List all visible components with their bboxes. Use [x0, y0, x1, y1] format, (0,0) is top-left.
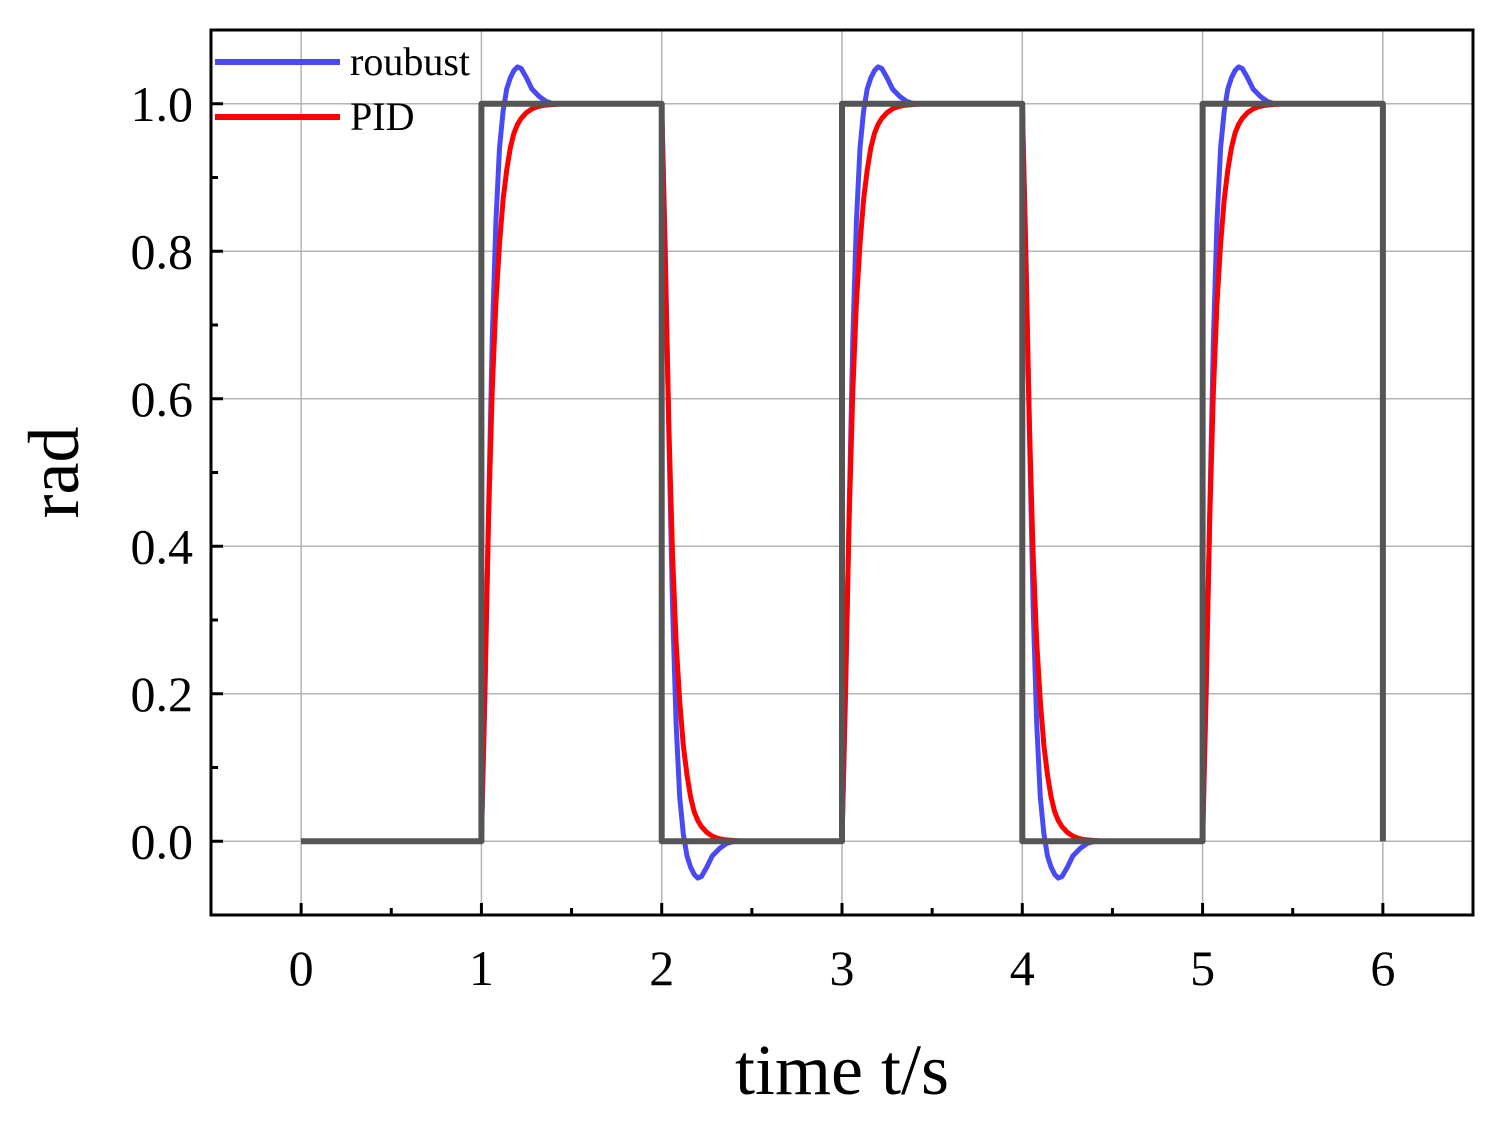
- x-tick-label: 2: [649, 940, 674, 996]
- series-line-pid: [301, 101, 1293, 844]
- y-axis-title: rad: [14, 427, 94, 519]
- series-layer: [301, 64, 1386, 881]
- legend: roubust PID: [215, 39, 470, 139]
- x-tick-label: 4: [1010, 940, 1035, 996]
- series-line-roubust: [301, 64, 1302, 881]
- x-tick-label: 3: [830, 940, 855, 996]
- y-tick-label: 0.0: [131, 813, 194, 869]
- y-tick-label: 0.4: [131, 518, 194, 574]
- y-tick-label: 0.2: [131, 666, 194, 722]
- y-tick-label: 0.8: [131, 223, 194, 279]
- axis-ticks: [209, 28, 1475, 917]
- y-tick-label: 1.0: [131, 76, 194, 132]
- x-axis-title: time t/s: [735, 1030, 949, 1110]
- legend-label-pid: PID: [350, 94, 414, 139]
- tick-labels: 0 1 2 3 4 5 6 0.0 0.2 0.4 0.6 0.8 1.0: [131, 76, 1396, 996]
- x-tick-label: 1: [469, 940, 494, 996]
- x-tick-label: 0: [289, 940, 314, 996]
- x-tick-label: 5: [1190, 940, 1215, 996]
- series-line-reference: [301, 100, 1386, 845]
- y-tick-label: 0.6: [131, 371, 194, 427]
- legend-label-roubust: roubust: [350, 39, 470, 84]
- x-tick-label: 6: [1370, 940, 1395, 996]
